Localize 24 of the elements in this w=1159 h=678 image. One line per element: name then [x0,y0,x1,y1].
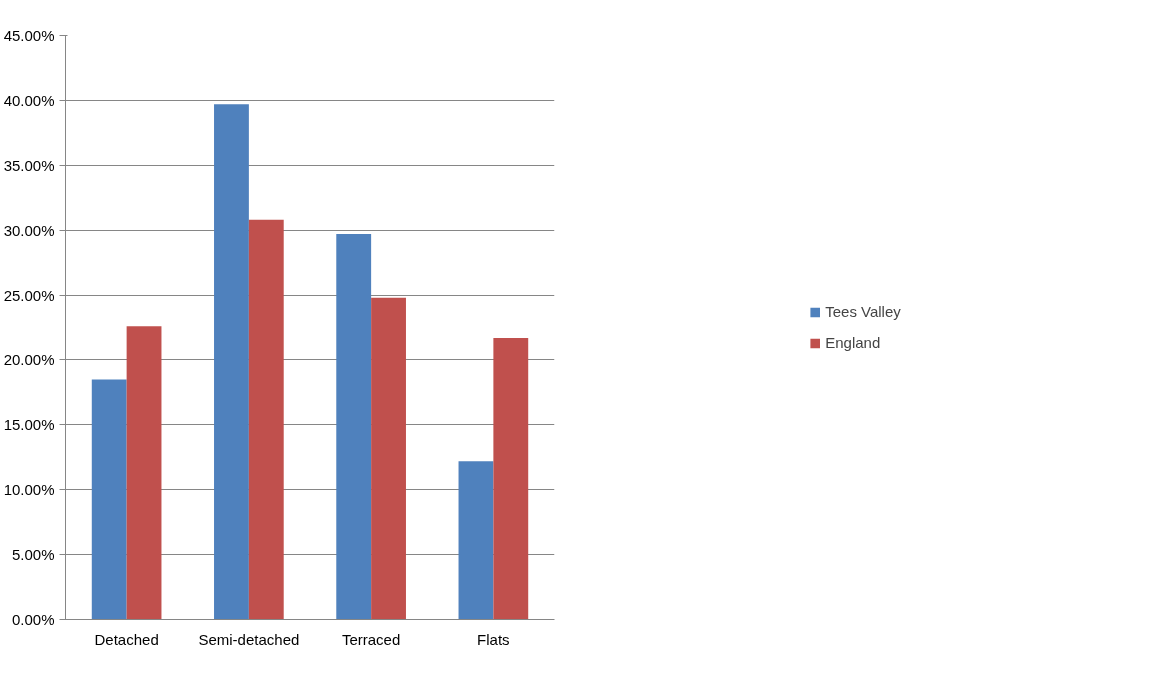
y-tick-label: 15.00% [3,416,55,434]
y-tick-label: 40.00% [3,91,55,109]
x-tick-label: Terraced [341,630,401,648]
y-tick-label: 5.00% [11,546,55,564]
y-tick-label: 30.00% [3,221,55,239]
x-tick-label: Flats [477,630,510,648]
bar [248,219,284,620]
bar [458,461,494,620]
bar [371,297,406,620]
bar [336,234,372,620]
y-tick-label: 0.00% [11,611,55,628]
x-tick-label: Semi-detached [198,630,300,648]
y-tick-label: 25.00% [3,286,55,304]
bar [91,379,127,620]
legend-label: England [825,334,881,351]
bar [214,104,249,620]
y-tick-label: 10.00% [3,481,55,499]
y-tick-label: 35.00% [3,156,55,174]
x-tick-label: Detached [94,630,159,648]
y-tick-label: 20.00% [3,351,55,369]
legend-label: Tees Valley [825,303,901,320]
y-tick-label: 45.00% [3,27,55,44]
bar [126,326,162,620]
bar [493,337,529,620]
